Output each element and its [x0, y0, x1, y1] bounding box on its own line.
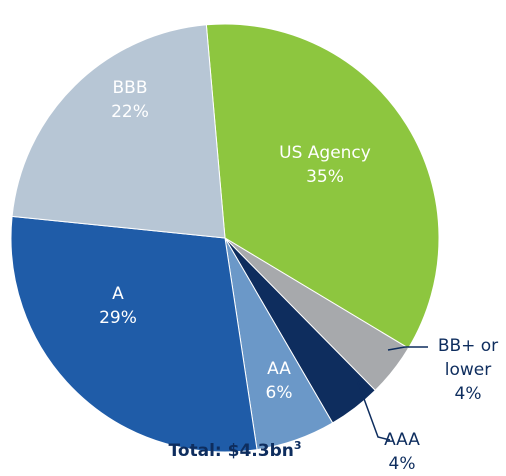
leader-line: [355, 376, 391, 441]
value-label: 22%: [111, 102, 149, 122]
slice-label: A 29%: [88, 282, 148, 330]
category-label: US Agency: [279, 143, 371, 163]
value-label: 29%: [99, 308, 137, 328]
category-label: A: [112, 284, 124, 304]
category-label: AA: [267, 359, 291, 379]
value-label: 4%: [454, 384, 482, 404]
slice-label: BBB 22%: [100, 76, 160, 124]
category-label: BB+ or lower: [437, 336, 499, 380]
slice-label: AA 6%: [249, 357, 309, 405]
slice-label: BB+ or lower 4%: [428, 334, 506, 406]
slice: [205, 23, 440, 349]
value-label: 35%: [306, 167, 344, 187]
category-label: AAA: [384, 430, 420, 450]
category-label: BBB: [112, 78, 148, 98]
slice-label: US Agency 35%: [265, 141, 385, 189]
total: Total: $4.3bn3: [168, 439, 301, 461]
value-label: 6%: [265, 383, 293, 403]
leader-line: [387, 346, 428, 351]
total-text: Total: $4.3bn: [168, 440, 294, 461]
slice: [10, 215, 258, 453]
value-label: 4%: [388, 454, 416, 474]
slice-label: AAA 4%: [372, 428, 432, 476]
footnote: 3: [293, 439, 302, 453]
slice: [11, 24, 226, 239]
